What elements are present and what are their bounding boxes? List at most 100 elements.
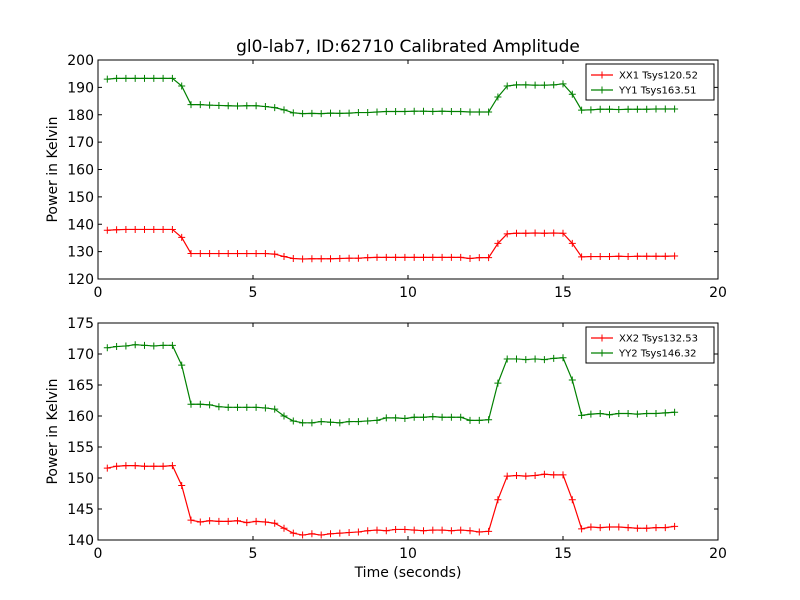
data-point [485,108,493,116]
data-point [187,400,195,408]
data-point [401,107,409,115]
data-point [540,229,548,237]
data-point [308,255,316,263]
data-point [271,250,279,258]
legend-marker [598,334,606,342]
data-point [196,518,204,526]
data-point [494,239,502,247]
data-point [317,255,325,263]
data-point [327,109,334,117]
data-point [206,250,214,258]
data-point [224,250,232,258]
legend: XX2 Tsys132.53 YY2 Tsys146.32 [585,326,715,364]
data-point [410,107,418,115]
legend-marker [598,86,606,94]
data-point [327,255,334,263]
data-point [336,419,344,427]
data-point [401,525,409,533]
data-point [578,411,586,419]
data-point [615,523,623,531]
data-point [633,252,641,260]
series-1 [103,462,679,539]
data-point [224,517,232,525]
data-point [522,472,530,480]
data-point [671,522,679,530]
data-point [345,254,353,262]
data-point [224,403,232,411]
data-point [308,530,316,538]
data-point [633,410,641,418]
data-point [652,252,660,260]
data-point [531,355,539,363]
data-point [522,81,530,89]
data-point [503,355,511,363]
data-point [206,401,214,409]
data-point [234,517,241,525]
data-point [410,253,418,261]
data-point [317,418,325,426]
y-tick-label: 150 [67,471,94,487]
data-point [215,101,223,109]
data-point [624,105,632,113]
data-point [168,341,176,349]
data-point [382,414,390,422]
data-point [606,523,613,531]
data-point [234,403,241,411]
data-point [373,416,381,424]
data-point [540,356,548,364]
data-point [475,416,483,424]
chart-panel-1: 0 5 10 15 20 120 130 140 150 160 170 180 190 200 gl0-l… [45,37,727,301]
data-point [280,412,288,420]
data-point [327,418,334,426]
data-point [568,376,576,384]
data-point [596,105,604,113]
legend-marker [598,349,606,357]
data-point [392,414,400,422]
data-point [568,90,576,98]
x-tick-label: 0 [94,546,103,562]
data-point [420,527,427,535]
data-point [196,101,204,109]
y-axis-label: Power in Kelvin [45,378,61,484]
data-point [429,107,437,115]
data-point [671,252,679,260]
data-point [299,110,307,118]
data-point [466,108,474,116]
data-point [652,410,660,418]
x-tick-label: 10 [399,546,417,562]
data-point [224,102,232,110]
y-tick-label: 140 [67,217,94,233]
chart-title: gl0-lab7, ID:62710 Calibrated Amplitude [236,37,580,57]
data-point [354,109,362,117]
data-point [243,403,251,411]
data-point [382,527,390,535]
legend-marker [598,71,606,79]
data-point [354,528,362,536]
data-point [568,239,576,247]
y-tick-label: 200 [67,53,94,69]
data-point [336,529,344,537]
data-point [382,253,390,261]
data-point [131,462,139,470]
data-point [345,529,353,537]
data-point [513,81,520,89]
data-point [578,525,586,533]
x-tick-label: 20 [709,546,727,562]
data-point [606,105,613,113]
legend-box [585,326,715,364]
data-point [410,526,418,534]
data-point [187,101,195,109]
data-point [336,254,344,262]
data-point [252,102,260,110]
data-point [466,416,474,424]
data-point [661,409,669,417]
y-tick-label: 170 [67,135,94,151]
data-point [289,109,297,117]
data-point [503,472,511,480]
data-point [141,341,148,349]
chart-panel-2: 0 5 10 15 20 140 145 150 155 160 165 170 175 Power in… [45,316,727,581]
data-point [643,252,651,260]
y-tick-label: 145 [67,502,94,518]
data-point [215,403,223,411]
legend-label: YY2 Tsys146.32 [618,349,697,360]
